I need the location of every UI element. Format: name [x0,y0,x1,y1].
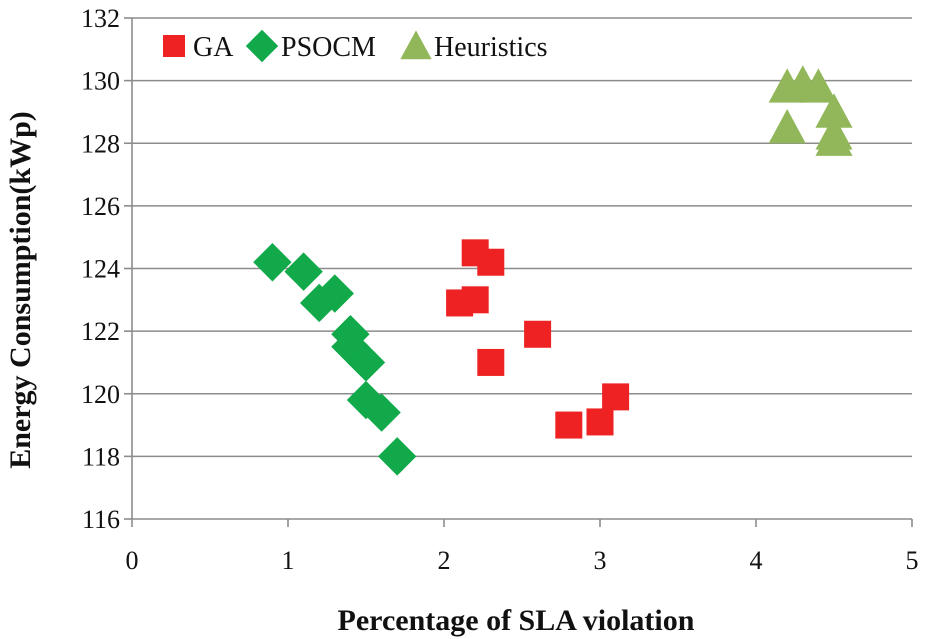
psocm-point [253,243,292,282]
ga-point [555,411,583,439]
legend-psocm-marker [245,29,279,63]
x-tick-label: 2 [438,546,451,575]
heuristics-point [815,121,853,156]
ga-point [461,286,489,314]
x-axis-title: Percentage of SLA violation [338,604,695,637]
x-tick-label: 3 [594,546,607,575]
x-tick-label: 5 [906,546,919,575]
psocm-point [284,252,323,291]
x-tick-labels: 0 1 2 3 4 5 [126,546,919,575]
y-tick-label: 132 [81,4,120,33]
heuristics-point [768,109,806,144]
x-tick-label: 1 [282,546,295,575]
legend-heuristics-label: Heuristics [434,32,548,63]
y-tick-label: 122 [81,317,120,346]
y-tick-label: 130 [81,67,120,96]
heuristics-point [815,93,853,128]
y-tick-label: 120 [81,380,120,409]
ga-point [602,383,630,411]
axes [124,17,913,527]
psocm-point [346,343,386,382]
ga-point [477,348,505,376]
ga-point [477,248,505,276]
y-tick-label: 116 [82,505,120,534]
y-tick-label: 118 [82,442,120,471]
psocm-point [378,437,417,476]
y-axis-title: Energy Consumption(kWp) [4,111,37,469]
x-tick-label: 4 [750,546,763,575]
legend-ga-marker [163,35,185,57]
y-tick-label: 124 [81,255,120,284]
legend-heuristics-marker [400,30,432,60]
ga-point [586,408,614,436]
heuristics-point [799,68,837,103]
y-tick-label: 128 [81,129,120,158]
legend-psocm-label: PSOCM [281,32,376,63]
ga-point [524,320,552,348]
psocm-point [315,274,354,313]
legend-ga-label: GA [193,32,234,63]
data-points [253,65,853,476]
y-tick-labels: 116 118 120 122 124 126 128 130 132 [81,4,120,534]
x-tick-label: 0 [126,546,139,575]
y-tick-label: 126 [81,192,120,221]
psocm-point [362,393,401,432]
legend: GA PSOCM Heuristics [163,29,548,63]
